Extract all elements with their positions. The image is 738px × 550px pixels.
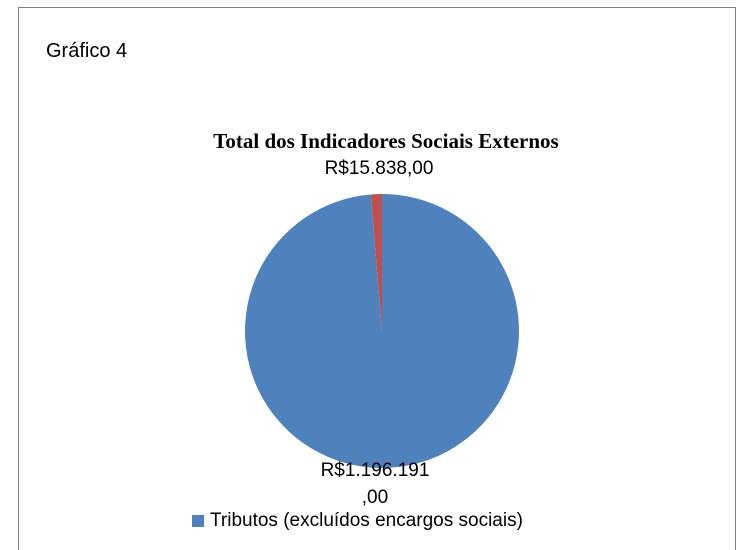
pie-slice-other bbox=[370, 194, 382, 331]
legend: Tributos (excluídos encargos sociais) bbox=[192, 510, 523, 532]
data-label-large-slice-line1: R$1.196.191 bbox=[320, 460, 430, 481]
chart-title: Total dos Indicadores Sociais Externos bbox=[213, 129, 559, 153]
data-label-small-slice: R$15.838,00 bbox=[324, 158, 434, 179]
pie-slice-tributos bbox=[245, 194, 520, 468]
legend-swatch bbox=[192, 515, 204, 527]
figure-label: Gráfico 4 bbox=[46, 40, 128, 62]
legend-label: Tributos (excluídos encargos sociais) bbox=[210, 510, 523, 531]
data-label-large-slice-line2: ,00 bbox=[361, 487, 389, 508]
